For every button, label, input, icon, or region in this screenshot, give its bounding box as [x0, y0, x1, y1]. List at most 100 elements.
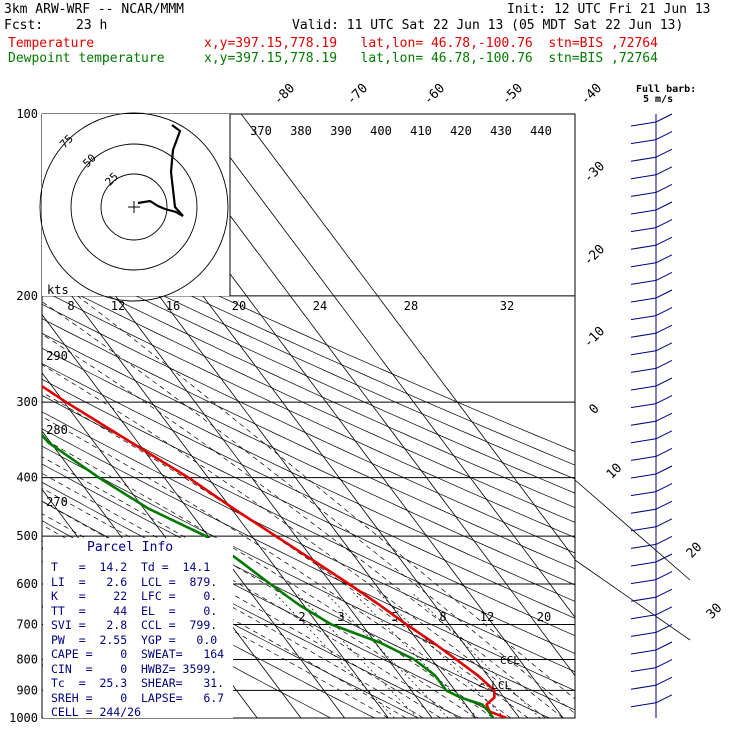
wind-barb — [630, 121, 657, 127]
temperature-tick-label: 30 — [704, 601, 726, 623]
parcel-info-row: K = 22 LFC = 0. — [51, 589, 218, 603]
theta-label: 370 — [250, 124, 272, 138]
wind-barb — [655, 113, 673, 123]
wind-barb — [630, 350, 657, 356]
wind-barb — [630, 403, 657, 409]
theta-label: 410 — [410, 124, 432, 138]
wind-barb — [630, 227, 657, 233]
wind-barb — [655, 395, 673, 405]
theta-label: 380 — [290, 124, 312, 138]
temperature-location: x,y=397.15,778.19 lat,lon= 46.78,-100.76… — [204, 36, 658, 51]
wind-barb — [655, 623, 673, 633]
wind-barb — [630, 508, 657, 514]
temperature-tick-label: -30 — [581, 159, 608, 186]
wind-barb — [655, 465, 673, 475]
dry-adiabat — [42, 276, 575, 523]
parcel-info-row: LI = 2.6 LCL = 879. — [51, 574, 218, 589]
mixing-ratio-label: 20 — [232, 299, 246, 313]
wind-barb — [630, 579, 657, 585]
theta-label: 390 — [330, 124, 352, 138]
wind-barb — [630, 139, 657, 145]
wind-barb — [655, 324, 673, 334]
wind-barb — [630, 684, 657, 690]
mixing-ratio-label: 16 — [166, 299, 180, 313]
temperature-tick-label: 0 — [586, 401, 602, 417]
mixing-ratio-label: 12 — [480, 610, 494, 624]
wind-barb — [630, 420, 657, 426]
isotherm-line — [42, 313, 345, 718]
moist-adiabat — [42, 456, 476, 718]
hodograph-ring — [39, 112, 229, 302]
wind-barb — [655, 219, 673, 229]
wind-barb — [630, 702, 657, 708]
dry-adiabat — [42, 445, 575, 711]
temperature-tick-label: 10 — [604, 461, 626, 483]
mixing-ratio-label: 32 — [500, 299, 514, 313]
dry-adiabat — [42, 347, 575, 602]
hodograph-trace — [137, 124, 184, 217]
dry-adiabat — [42, 223, 575, 466]
theta-e-label: 290 — [46, 349, 68, 363]
wind-barb — [630, 174, 657, 180]
isotherm-line — [240, 114, 575, 560]
wind-barb — [630, 631, 657, 637]
fcst-value: 23 h — [76, 18, 108, 33]
wind-barb — [655, 412, 673, 422]
theta-e-label: 280 — [46, 423, 68, 437]
fcst-label: Fcst: — [4, 18, 44, 33]
temperature-tick-label: -60 — [421, 81, 448, 108]
pressure-tick-label: 800 — [16, 652, 38, 666]
temperature-tick-label: -20 — [581, 242, 608, 269]
wind-barb — [655, 659, 673, 669]
parcel-info-row: CAPE = 0 SWEAT= 164 — [51, 647, 225, 661]
wind-barb — [630, 596, 657, 602]
dry-adiabat — [42, 428, 575, 692]
mixing-ratio-label: 24 — [313, 299, 327, 313]
hodograph-ring — [70, 143, 198, 271]
wind-barb — [655, 377, 673, 387]
mixing-ratio-line — [353, 592, 479, 718]
wind-barb — [630, 649, 657, 655]
pressure-tick-label: 1000 — [9, 711, 38, 725]
wind-barb — [655, 166, 673, 176]
hodograph-ring — [100, 173, 168, 241]
wind-barb — [655, 535, 673, 545]
temperature-tick-label: 20 — [684, 540, 706, 562]
theta-label: 400 — [370, 124, 392, 138]
mixing-ratio-label: 3 — [337, 610, 344, 624]
dry-adiabat — [42, 363, 575, 619]
dewpoint-trace — [42, 433, 495, 718]
dry-adiabat — [42, 411, 575, 673]
wind-barb — [655, 500, 673, 510]
pressure-tick-label: 100 — [16, 107, 38, 121]
isotherm-line — [197, 114, 575, 618]
wind-barb — [655, 694, 673, 704]
moist-adiabat — [42, 301, 575, 714]
pressure-tick-label: 900 — [16, 683, 38, 697]
parcel-info-panel: Parcel Info T = 14.2 Td = 14.1 LI = 2.6 L… — [43, 538, 233, 719]
moist-adiabat — [42, 333, 564, 718]
wind-barb — [655, 271, 673, 281]
pressure-tick-label: 700 — [16, 617, 38, 631]
mixing-ratio-line — [274, 592, 395, 718]
dry-adiabat — [42, 332, 575, 586]
mixing-ratio-label: 8 — [439, 610, 446, 624]
wind-barb — [630, 209, 657, 215]
mixing-ratio-label: 2 — [298, 610, 305, 624]
wind-barb — [655, 148, 673, 158]
wind-barb — [655, 236, 673, 246]
temperature-tick-label: -50 — [499, 81, 526, 108]
wind-barb — [655, 201, 673, 211]
wind-barb — [630, 385, 657, 391]
ccl-label: CCL — [500, 654, 520, 667]
dry-adiabat — [42, 211, 575, 452]
parcel-info-row: T = 14.2 Td = 14.1 — [51, 560, 211, 574]
wind-barb — [630, 262, 657, 268]
wind-barb — [630, 526, 657, 532]
mixing-ratio-label: 8 — [67, 299, 74, 313]
wind-barb — [655, 606, 673, 616]
init-time: Init: 12 UTC Fri 21 Jun 13 — [507, 2, 711, 17]
moist-adiabat — [42, 487, 441, 718]
dry-adiabat — [42, 289, 575, 538]
